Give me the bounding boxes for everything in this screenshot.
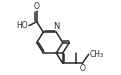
Text: O: O [79, 64, 85, 73]
Text: HO: HO [17, 21, 28, 30]
Text: N: N [53, 22, 59, 32]
Text: CH₃: CH₃ [89, 50, 104, 59]
Text: O: O [34, 2, 40, 11]
